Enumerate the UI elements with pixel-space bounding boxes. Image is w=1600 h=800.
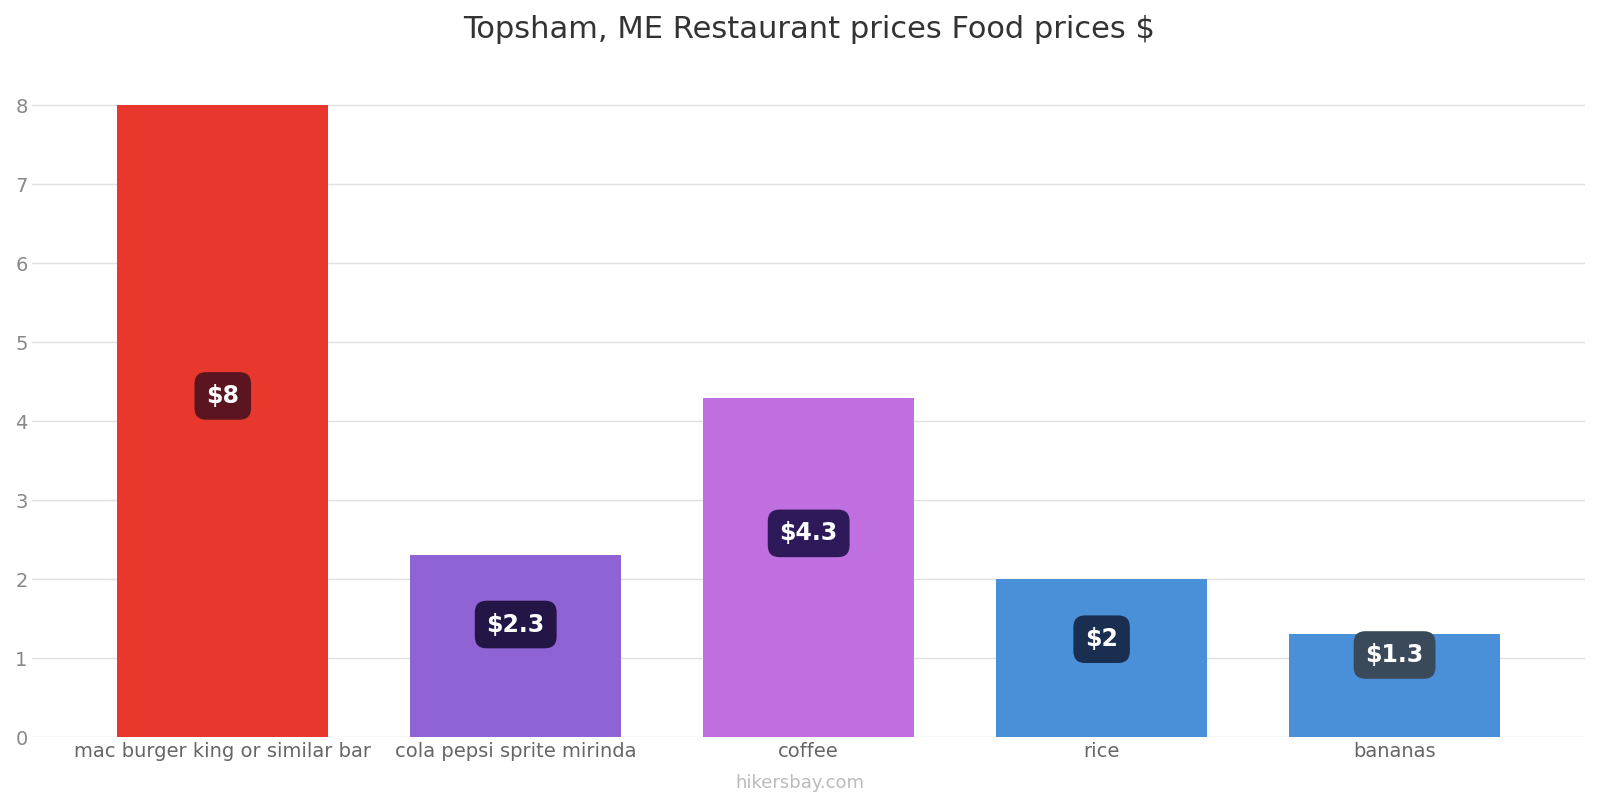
Text: $8: $8: [206, 384, 240, 408]
Bar: [704, 398, 914, 737]
Title: Topsham, ME Restaurant prices Food prices $: Topsham, ME Restaurant prices Food price…: [462, 15, 1155, 44]
Text: $2.3: $2.3: [486, 613, 546, 637]
Text: $2: $2: [1085, 627, 1118, 651]
Text: $4.3: $4.3: [779, 522, 838, 546]
Bar: [997, 579, 1206, 737]
Text: $1.3: $1.3: [1365, 643, 1424, 667]
Bar: [1290, 634, 1501, 737]
Text: hikersbay.com: hikersbay.com: [736, 774, 864, 792]
Bar: [410, 555, 621, 737]
Bar: [117, 106, 328, 737]
